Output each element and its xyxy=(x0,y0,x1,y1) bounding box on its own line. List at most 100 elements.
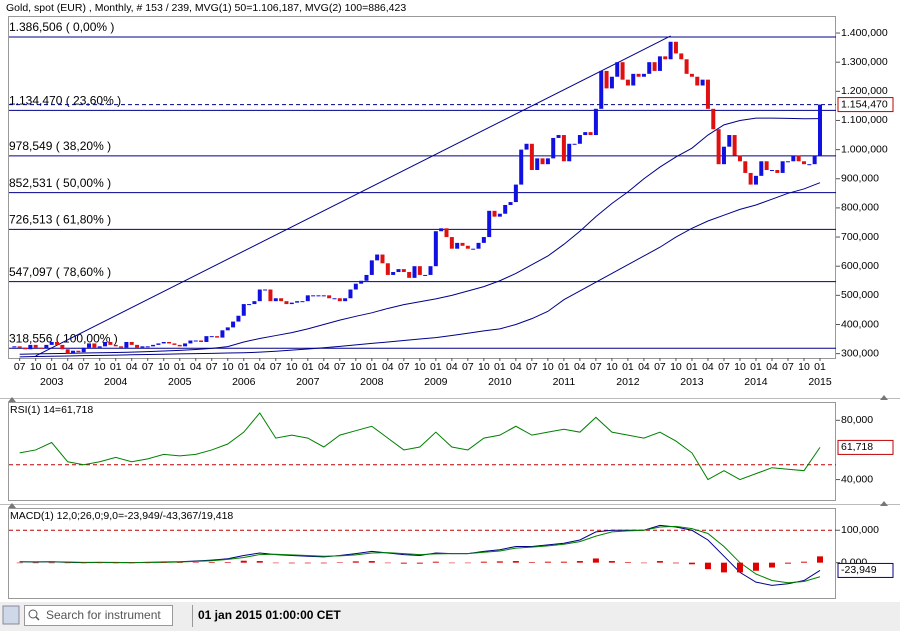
candle xyxy=(17,346,22,348)
candle xyxy=(769,170,774,172)
candle xyxy=(252,301,257,305)
y-tick-label: 400,000 xyxy=(841,318,879,330)
candle xyxy=(807,164,812,166)
candle xyxy=(359,280,364,284)
candle xyxy=(796,155,801,162)
x-tick-label: 04 xyxy=(254,361,266,373)
candle xyxy=(535,158,540,171)
last-value-label: 61,718 xyxy=(841,441,873,453)
x-tick-label: 10 xyxy=(158,361,170,373)
y-tick-label: 800,000 xyxy=(841,202,879,214)
histogram-bar xyxy=(128,562,135,564)
candle xyxy=(620,62,625,80)
histogram-bar xyxy=(176,562,183,563)
x-tick-label: 04 xyxy=(62,361,74,373)
histogram-bar xyxy=(640,562,647,564)
candle xyxy=(759,161,764,176)
candle xyxy=(12,346,17,348)
candle xyxy=(487,210,492,238)
candle xyxy=(71,350,76,354)
x-tick-label: 10 xyxy=(414,361,426,373)
candle xyxy=(311,295,316,297)
moving-average xyxy=(19,182,821,358)
candle xyxy=(263,289,268,291)
histogram-bar xyxy=(720,562,727,573)
candle xyxy=(593,108,598,136)
candle xyxy=(556,135,561,138)
year-label: 2015 xyxy=(808,376,832,388)
moving-average xyxy=(19,117,820,355)
y-tick-label: 80,000 xyxy=(841,414,873,426)
y-tick-label: 700,000 xyxy=(841,231,879,243)
main-panel xyxy=(8,16,836,359)
candle xyxy=(743,161,748,173)
candle xyxy=(561,135,566,162)
candle xyxy=(439,228,444,232)
y-tick-label: 1.300,000 xyxy=(841,56,888,68)
x-tick-label: 01 xyxy=(814,361,826,373)
candle xyxy=(279,298,284,302)
histogram-bar xyxy=(576,561,583,563)
candle xyxy=(695,76,700,86)
candle xyxy=(236,315,241,322)
x-tick-label: 04 xyxy=(446,361,458,373)
x-tick-label: 01 xyxy=(430,361,442,373)
x-tick-label: 07 xyxy=(398,361,410,373)
candle xyxy=(801,161,806,165)
y-tick-label: 1.100,000 xyxy=(841,114,888,126)
candle xyxy=(583,132,588,136)
candle xyxy=(684,59,689,74)
candle xyxy=(220,330,225,338)
candle xyxy=(567,143,572,162)
year-label: 2009 xyxy=(424,376,448,388)
candle xyxy=(177,344,182,347)
candle xyxy=(44,344,49,349)
candle xyxy=(476,242,481,249)
x-tick-label: 07 xyxy=(270,361,282,373)
candle xyxy=(791,155,796,162)
candle xyxy=(748,172,753,185)
histogram-bar xyxy=(32,562,39,564)
candle xyxy=(284,301,289,305)
x-tick-label: 04 xyxy=(702,361,714,373)
candle xyxy=(764,161,769,171)
candle xyxy=(385,263,390,275)
candle xyxy=(305,295,310,302)
candle xyxy=(81,347,86,353)
histogram-bar xyxy=(160,562,167,563)
candle xyxy=(231,321,236,328)
candle xyxy=(401,269,406,273)
fib-label: 852,531 ( 50,00% ) xyxy=(9,176,111,190)
candle xyxy=(193,340,198,342)
histogram-bar xyxy=(16,562,23,564)
toolbar-button[interactable] xyxy=(2,605,20,625)
x-tick-label: 10 xyxy=(350,361,362,373)
macd-line xyxy=(19,525,821,584)
candle xyxy=(353,283,358,290)
fib-label: 1.386,506 ( 0,00% ) xyxy=(9,20,114,34)
histogram-bar xyxy=(800,561,807,563)
candle xyxy=(721,146,726,165)
histogram-bar xyxy=(528,562,535,563)
year-label: 2008 xyxy=(360,376,384,388)
candle xyxy=(300,301,305,303)
candle xyxy=(604,70,609,89)
candle xyxy=(273,298,278,302)
x-tick-label: 07 xyxy=(590,361,602,373)
candle xyxy=(369,260,374,275)
candle xyxy=(124,341,129,348)
candle xyxy=(663,56,668,60)
histogram-bar xyxy=(464,562,471,564)
x-tick-label: 10 xyxy=(606,361,618,373)
candle xyxy=(636,73,641,77)
candle xyxy=(151,344,156,347)
year-label: 2007 xyxy=(296,376,320,388)
search-box[interactable] xyxy=(24,605,173,626)
chart-title: Gold, spot (EUR) , Monthly, # 153 / 239,… xyxy=(6,2,406,14)
search-placeholder[interactable]: Search for instrument xyxy=(46,608,161,622)
fib-label: 978,549 ( 38,20% ) xyxy=(9,139,111,153)
candle xyxy=(753,175,758,185)
candle xyxy=(65,349,70,354)
